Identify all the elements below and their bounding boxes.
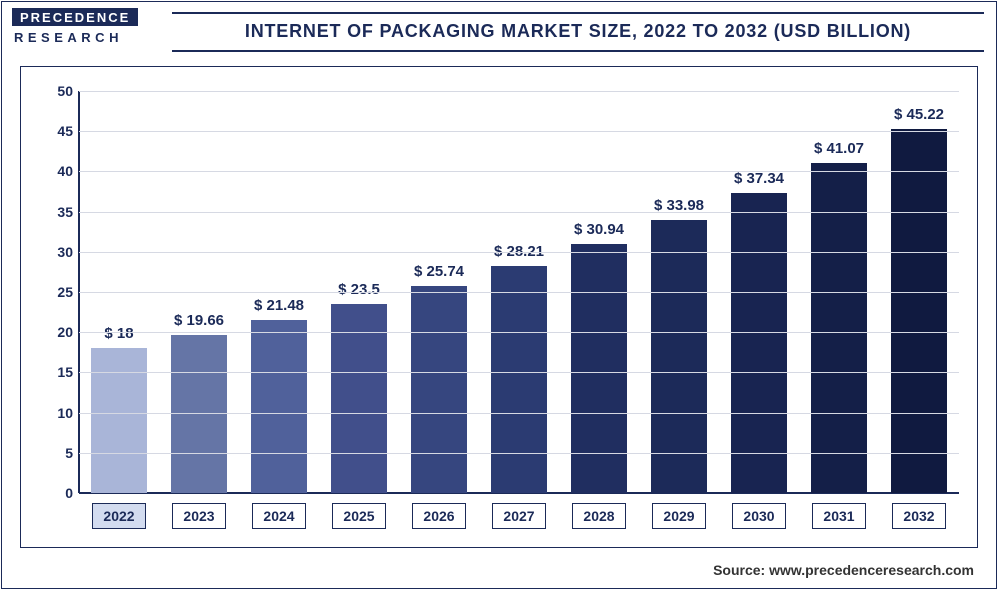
bar-value-label: $ 21.48 [254,297,304,314]
bar-value-label: $ 18 [104,325,133,342]
x-tick-label: 2022 [92,503,145,529]
x-tick-label: 2023 [172,503,225,529]
x-tick-label: 2031 [812,503,865,529]
grid-line [79,413,959,414]
x-tick: 2023 [159,503,239,533]
y-tick-label: 0 [39,485,73,501]
y-tick-label: 15 [39,364,73,380]
x-tick-label: 2030 [732,503,785,529]
bar-value-label: $ 23.5 [338,281,380,298]
x-tick: 2030 [719,503,799,533]
bar-value-label: $ 19.66 [174,312,224,329]
x-tick-label: 2025 [332,503,385,529]
bar-value-label: $ 25.74 [414,263,464,280]
chart-container: PRECEDENCE RESEARCH INTERNET OF PACKAGIN… [1,1,997,589]
grid-line [79,252,959,253]
y-tick-label: 10 [39,405,73,421]
x-tick-label: 2024 [252,503,305,529]
chart-frame: $ 18$ 19.66$ 21.48$ 23.5$ 25.74$ 28.21$ … [20,66,978,548]
x-tick: 2024 [239,503,319,533]
x-tick: 2026 [399,503,479,533]
grid-line [79,372,959,373]
chart-title: INTERNET OF PACKAGING MARKET SIZE, 2022 … [172,12,984,52]
bar [251,320,307,493]
source-caption: Source: www.precedenceresearch.com [713,562,974,578]
x-tick-label: 2028 [572,503,625,529]
grid-line [79,91,959,92]
y-tick-label: 40 [39,163,73,179]
x-tick: 2029 [639,503,719,533]
x-tick-label: 2029 [652,503,705,529]
bar [731,193,787,493]
x-tick-label: 2026 [412,503,465,529]
x-tick: 2022 [79,503,159,533]
brand-logo-bottom: RESEARCH [14,30,123,45]
x-tick: 2027 [479,503,559,533]
bar [91,348,147,493]
y-tick-label: 30 [39,244,73,260]
y-tick-label: 35 [39,204,73,220]
grid-line [79,171,959,172]
grid-line [79,453,959,454]
bar [411,286,467,493]
x-axis: 2022 2023 2024 2025 2026 2027 2028 2029 2030 2031… [79,503,959,533]
bar [571,244,627,493]
bar [171,335,227,493]
y-tick-label: 25 [39,284,73,300]
grid-line [79,212,959,213]
grid-line [79,332,959,333]
y-tick-label: 45 [39,123,73,139]
x-tick: 2025 [319,503,399,533]
x-tick: 2031 [799,503,879,533]
y-tick-label: 50 [39,83,73,99]
y-tick-label: 20 [39,324,73,340]
bar-value-label: $ 30.94 [574,221,624,238]
x-tick: 2028 [559,503,639,533]
bar [891,129,947,493]
bar-value-label: $ 45.22 [894,106,944,123]
grid-line [79,292,959,293]
x-tick-label: 2032 [892,503,945,529]
x-tick-label: 2027 [492,503,545,529]
x-tick: 2032 [879,503,959,533]
bar-value-label: $ 41.07 [814,140,864,157]
brand-logo-top: PRECEDENCE [12,8,138,26]
plot-area: $ 18$ 19.66$ 21.48$ 23.5$ 25.74$ 28.21$ … [79,91,959,493]
y-tick-label: 5 [39,445,73,461]
grid-line [79,131,959,132]
bar [491,266,547,493]
